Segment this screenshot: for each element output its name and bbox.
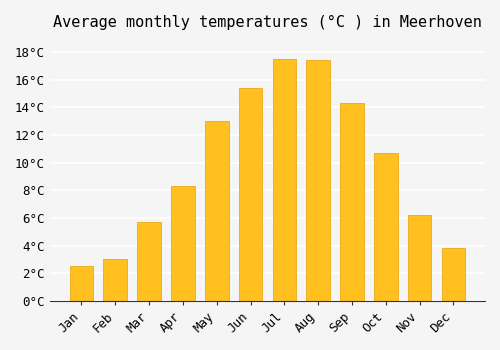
Bar: [205, 121, 229, 301]
Bar: [70, 266, 94, 301]
Bar: [442, 248, 465, 301]
Title: Average monthly temperatures (°C ) in Meerhoven: Average monthly temperatures (°C ) in Me…: [53, 15, 482, 30]
Bar: [306, 60, 330, 301]
Bar: [104, 259, 127, 301]
Bar: [374, 153, 398, 301]
Bar: [340, 103, 364, 301]
Bar: [171, 186, 194, 301]
Bar: [238, 88, 262, 301]
Bar: [138, 222, 161, 301]
Bar: [408, 215, 432, 301]
Bar: [272, 59, 296, 301]
